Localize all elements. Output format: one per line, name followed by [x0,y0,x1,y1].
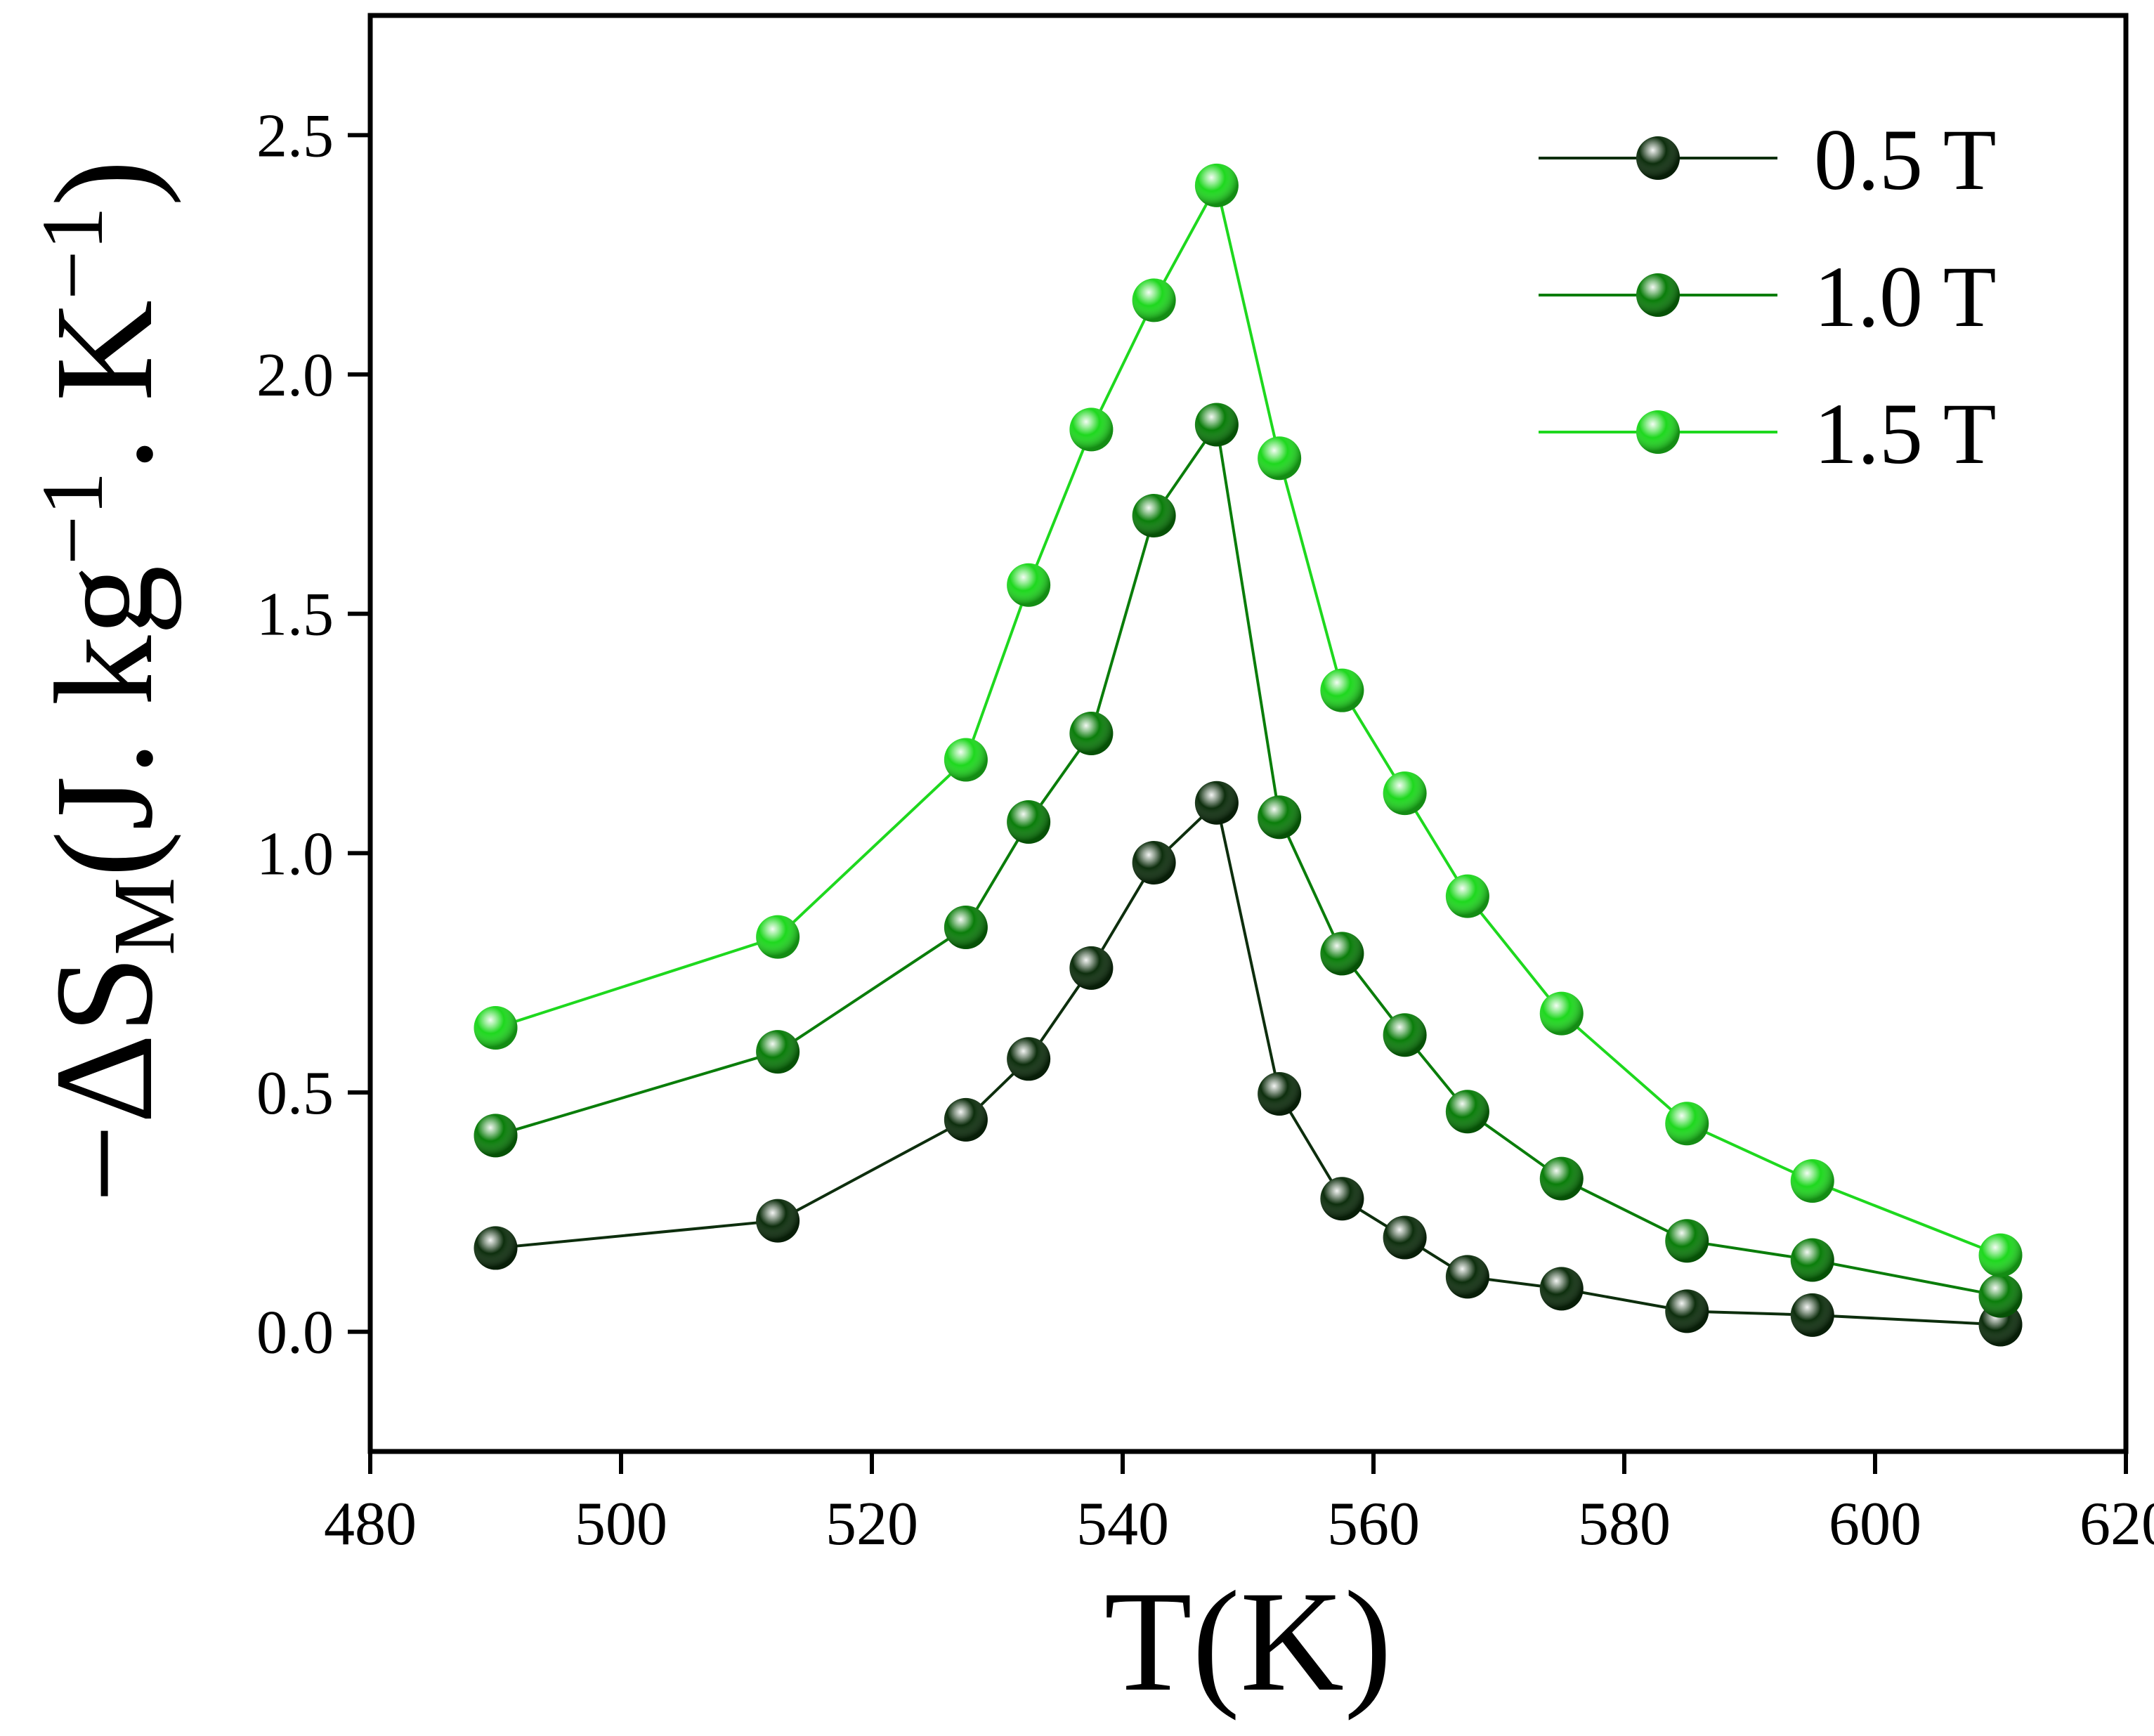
data-point-highlight [1132,278,1176,322]
y-tick-label: 1.5 [256,581,334,649]
data-point-highlight [1069,946,1114,990]
x-tick-label: 520 [825,1490,918,1558]
y-tick-label: 2.0 [256,341,334,410]
legend-item: 1.0 T [1539,249,1997,345]
data-point-highlight [1978,1274,2023,1318]
x-tick-label: 580 [1578,1490,1671,1558]
data-point-highlight [756,915,800,959]
y-axis-title: −ΔSM(J. kg−1. K−1) [25,159,193,1203]
data-point-highlight [1383,1013,1427,1057]
data-point-highlight [1383,1215,1427,1260]
data-point-highlight [1665,1289,1709,1333]
data-point-highlight [1320,1177,1364,1221]
data-point-highlight [1007,1037,1051,1081]
data-point-highlight [1132,840,1176,885]
data-point-highlight [1665,1102,1709,1146]
data-point-highlight [1194,781,1239,825]
y-tick-label: 0.0 [256,1299,334,1367]
series-layer [474,163,2023,1347]
series-0 [474,781,2023,1347]
series-line [495,800,2001,1326]
data-point-highlight [1007,800,1051,844]
legend-marker-highlight [1636,136,1680,180]
data-point-highlight [1194,403,1239,447]
series-1 [474,403,2023,1318]
data-point-highlight [1665,1219,1709,1263]
series-2 [474,163,2023,1277]
y-axis-title-sup1: −1 [25,471,122,565]
data-point-highlight [1445,1090,1489,1134]
x-tick-label: 480 [324,1490,417,1558]
x-tick-label: 540 [1076,1490,1169,1558]
data-point-highlight [944,905,988,949]
y-tick-label: 0.5 [256,1059,334,1128]
legend-label: 0.5 T [1814,112,1997,208]
data-point-highlight [474,1114,518,1158]
y-tick-label: 1.0 [256,820,334,888]
y-tick-label: 2.5 [256,102,334,170]
data-point-highlight [1790,1293,1834,1337]
y-axis-title-unit-close: ) [27,159,182,207]
data-point-highlight [1258,795,1302,840]
data-point-highlight [1194,163,1239,207]
x-tick-label: 500 [575,1490,667,1558]
x-tick-label: 560 [1327,1490,1420,1558]
data-point-highlight [944,738,988,782]
x-tick-label: 620 [2080,1490,2154,1558]
data-point-highlight [1790,1159,1834,1203]
data-point-highlight [1539,1267,1584,1311]
legend-marker-highlight [1636,410,1680,454]
legend-label: 1.5 T [1814,386,1997,482]
x-axis-title: T(K) [1104,1562,1392,1721]
data-point-highlight [1258,1072,1302,1116]
data-point-highlight [1320,668,1364,712]
data-point-highlight [756,1030,800,1074]
data-point-highlight [1539,991,1584,1036]
data-point-highlight [1258,436,1302,481]
y-axis-title-unit-open: (J. kg [27,565,182,877]
legend-item: 1.5 T [1539,386,1997,482]
data-point-highlight [756,1199,800,1243]
legend-marker-highlight [1636,273,1680,317]
y-axis-title-unit-mid: . K [27,300,182,471]
data-point-highlight [1132,493,1176,537]
data-point-highlight [1539,1156,1584,1201]
data-point-highlight [1069,712,1114,755]
y-axis-title-sup2: −1 [25,207,122,300]
data-point-highlight [1978,1233,2023,1277]
data-point-highlight [1445,1255,1489,1299]
data-point-highlight [474,1006,518,1050]
data-point-highlight [1383,771,1427,816]
x-tick-label: 600 [1829,1490,1921,1558]
data-point-highlight [474,1226,518,1270]
legend-item: 0.5 T [1539,112,1997,208]
y-axis-title-subscript: M [96,877,193,955]
data-point-highlight [1445,874,1489,918]
plot-frame [367,13,2129,1454]
data-point-highlight [944,1097,988,1142]
series-line [495,181,2002,1257]
x-axis-ticks: 480 500 520 540 560 580 600 620 [324,1451,2154,1558]
legend: 0.5 T 1.0 T 1.5 T [1539,112,1997,482]
legend-label: 1.0 T [1814,249,1997,345]
data-point-highlight [1320,932,1364,976]
y-axis-title-prefix: −ΔS [27,955,182,1203]
data-point-highlight [1790,1238,1834,1282]
y-axis-ticks: 0.0 0.5 1.0 1.5 2.0 2.5 [256,102,370,1367]
data-point-highlight [1007,563,1051,607]
data-point-highlight [1069,407,1114,452]
